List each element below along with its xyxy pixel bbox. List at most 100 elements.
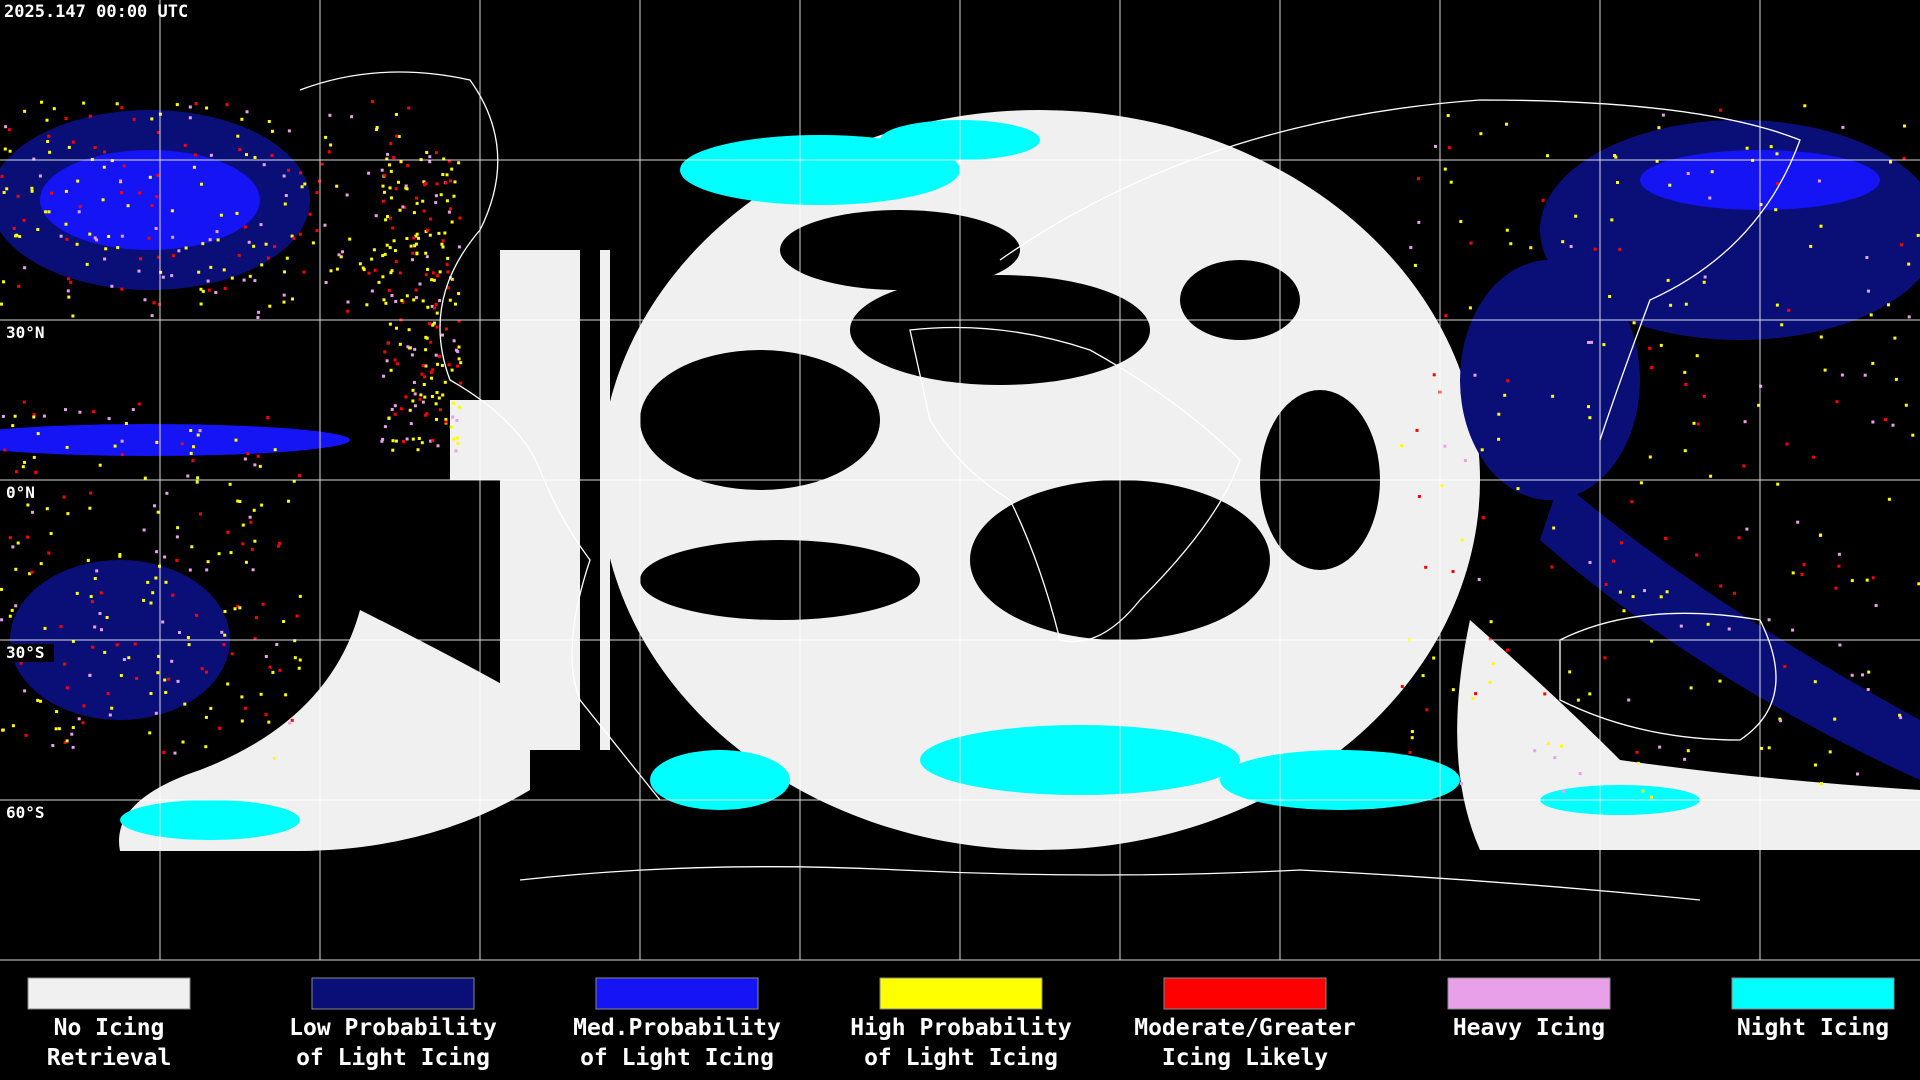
speckle bbox=[410, 353, 414, 357]
speckle bbox=[82, 704, 86, 708]
speckle bbox=[150, 117, 154, 121]
speckle bbox=[1702, 280, 1706, 284]
speckle bbox=[2, 280, 5, 284]
speckle bbox=[1903, 124, 1906, 128]
speckle bbox=[1684, 302, 1688, 306]
speckle bbox=[446, 270, 450, 274]
speckle bbox=[120, 234, 124, 238]
speckle bbox=[287, 168, 290, 172]
speckle bbox=[49, 532, 53, 535]
speckle bbox=[139, 257, 143, 261]
speckle bbox=[435, 325, 439, 329]
speckle bbox=[380, 168, 384, 172]
speckle bbox=[268, 665, 272, 669]
speckle bbox=[143, 476, 147, 480]
speckle bbox=[243, 225, 247, 229]
speckle bbox=[398, 271, 402, 275]
speckle bbox=[1745, 146, 1749, 150]
speckle bbox=[394, 439, 398, 443]
speckle bbox=[252, 244, 256, 248]
speckle bbox=[251, 547, 254, 551]
speckle bbox=[1696, 422, 1700, 426]
speckle bbox=[155, 195, 159, 199]
speckle bbox=[176, 679, 180, 683]
speckle bbox=[138, 191, 142, 195]
speckle bbox=[19, 661, 23, 665]
speckle bbox=[337, 253, 341, 257]
speckle bbox=[240, 719, 244, 723]
speckle bbox=[295, 614, 299, 618]
speckle bbox=[382, 374, 386, 378]
speckle bbox=[1434, 144, 1437, 148]
speckle bbox=[430, 278, 434, 282]
speckle bbox=[450, 220, 454, 224]
speckle bbox=[47, 210, 51, 214]
speckle bbox=[1904, 403, 1908, 407]
speckle bbox=[200, 182, 203, 186]
speckle bbox=[445, 173, 449, 177]
speckle bbox=[110, 159, 114, 163]
speckle bbox=[395, 134, 399, 138]
speckle bbox=[1643, 589, 1646, 593]
speckle bbox=[161, 620, 165, 624]
speckle bbox=[392, 156, 396, 159]
legend-label: Low Probability bbox=[289, 1015, 497, 1041]
speckle bbox=[195, 480, 199, 484]
speckle bbox=[178, 631, 181, 634]
speckle bbox=[245, 153, 248, 157]
speckle bbox=[82, 101, 86, 105]
speckle bbox=[421, 199, 425, 203]
speckle bbox=[0, 174, 4, 178]
graticule bbox=[0, 0, 1920, 961]
speckle bbox=[1834, 586, 1838, 590]
speckle bbox=[1668, 183, 1672, 187]
speckle bbox=[401, 300, 405, 304]
speckle bbox=[273, 245, 277, 249]
speckle bbox=[1727, 627, 1731, 631]
speckle bbox=[1593, 247, 1597, 251]
speckle bbox=[190, 545, 194, 549]
speckle bbox=[18, 235, 22, 238]
speckle bbox=[418, 282, 422, 286]
speckle bbox=[390, 294, 394, 297]
speckle bbox=[293, 639, 297, 643]
speckle bbox=[455, 418, 459, 422]
speckle bbox=[1835, 400, 1839, 404]
speckle bbox=[445, 199, 449, 203]
speckle bbox=[1425, 708, 1429, 712]
speckle bbox=[381, 184, 385, 188]
timestamp: 2025.147 00:00 UTC bbox=[4, 2, 188, 22]
speckle bbox=[93, 146, 97, 149]
speckle bbox=[11, 424, 15, 428]
speckle bbox=[1543, 692, 1547, 696]
speckle bbox=[420, 372, 424, 376]
speckle bbox=[194, 102, 198, 106]
speckle bbox=[218, 726, 222, 730]
speckle bbox=[1613, 154, 1617, 157]
speckle bbox=[283, 270, 286, 274]
speckle bbox=[1649, 366, 1653, 370]
speckle bbox=[425, 151, 429, 154]
speckle bbox=[270, 153, 274, 157]
speckle bbox=[444, 418, 448, 422]
speckle bbox=[16, 541, 20, 545]
speckle bbox=[346, 309, 350, 313]
speckle bbox=[4, 125, 8, 129]
speckle bbox=[229, 551, 233, 555]
speckle bbox=[1695, 553, 1699, 557]
latitude-label-bg bbox=[2, 804, 54, 822]
speckle bbox=[292, 479, 296, 483]
speckle bbox=[76, 179, 80, 183]
speckle bbox=[1509, 242, 1513, 246]
speckle bbox=[248, 515, 252, 519]
speckle bbox=[1497, 437, 1501, 441]
speckle bbox=[452, 194, 456, 198]
speckle bbox=[452, 339, 456, 343]
speckle bbox=[1637, 761, 1641, 765]
speckle bbox=[1622, 609, 1626, 613]
speckle bbox=[423, 375, 427, 379]
legend-swatch bbox=[311, 977, 475, 1010]
speckle bbox=[457, 292, 461, 295]
speckle bbox=[95, 238, 99, 242]
speckle bbox=[394, 249, 397, 253]
